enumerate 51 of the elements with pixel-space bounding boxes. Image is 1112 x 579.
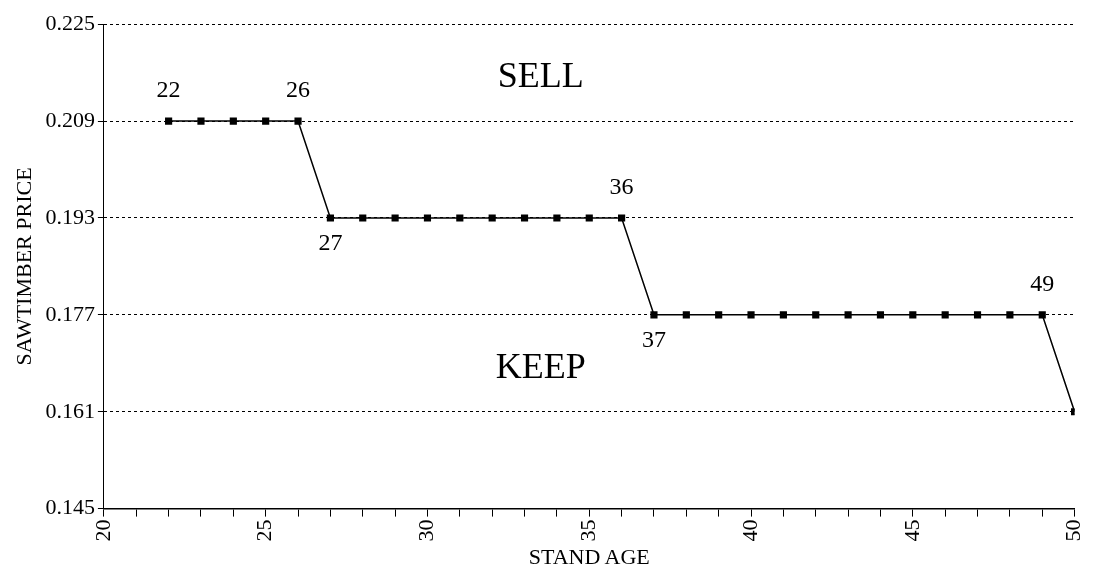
annotation: SELL [497, 54, 584, 95]
annotation: 49 [1030, 270, 1055, 297]
annotation: 27 [318, 229, 343, 256]
x-tick-label: 20 [89, 519, 115, 542]
x-tick-label: 30 [413, 519, 439, 542]
point [682, 311, 690, 319]
point [844, 311, 852, 319]
point [1038, 311, 1046, 319]
point [973, 311, 982, 319]
annotation: 36 [609, 173, 634, 200]
point [520, 214, 529, 222]
point [423, 214, 432, 222]
y-tick-label: 0.145 [45, 494, 95, 520]
x-tick-label: 35 [575, 519, 601, 542]
y-tick-label: 0.193 [45, 203, 95, 229]
x-axis-title: STAND AGE [528, 543, 650, 569]
point [391, 214, 399, 222]
x-tick-label: 45 [898, 519, 924, 542]
point [747, 311, 755, 319]
point [488, 214, 496, 222]
point [326, 214, 334, 222]
point [262, 117, 270, 125]
point [909, 311, 917, 319]
point [941, 311, 949, 319]
y-tick-label: 0.225 [45, 9, 95, 35]
point [618, 214, 626, 222]
point [359, 214, 367, 222]
point [294, 117, 302, 125]
y-tick-label: 0.161 [45, 397, 95, 423]
point [779, 311, 787, 319]
x-tick-label: 40 [736, 519, 762, 542]
y-tick-label: 0.177 [45, 300, 95, 326]
point [229, 117, 237, 125]
point [1006, 311, 1014, 319]
point [650, 311, 658, 319]
point [456, 214, 464, 222]
annotation: 26 [286, 76, 311, 103]
annotation: 37 [641, 326, 666, 353]
point [812, 311, 820, 319]
point [715, 311, 723, 319]
annotation: 22 [156, 76, 181, 103]
y-axis-title: SAWTIMBER PRICE [10, 167, 36, 366]
point [876, 311, 885, 319]
point [165, 117, 173, 125]
point [197, 117, 205, 125]
y-tick-label: 0.209 [45, 106, 95, 132]
point [553, 214, 561, 222]
x-tick-label: 25 [251, 519, 277, 542]
annotation: KEEP [495, 345, 586, 386]
point [585, 214, 593, 222]
x-tick-label: 50 [1060, 519, 1086, 542]
